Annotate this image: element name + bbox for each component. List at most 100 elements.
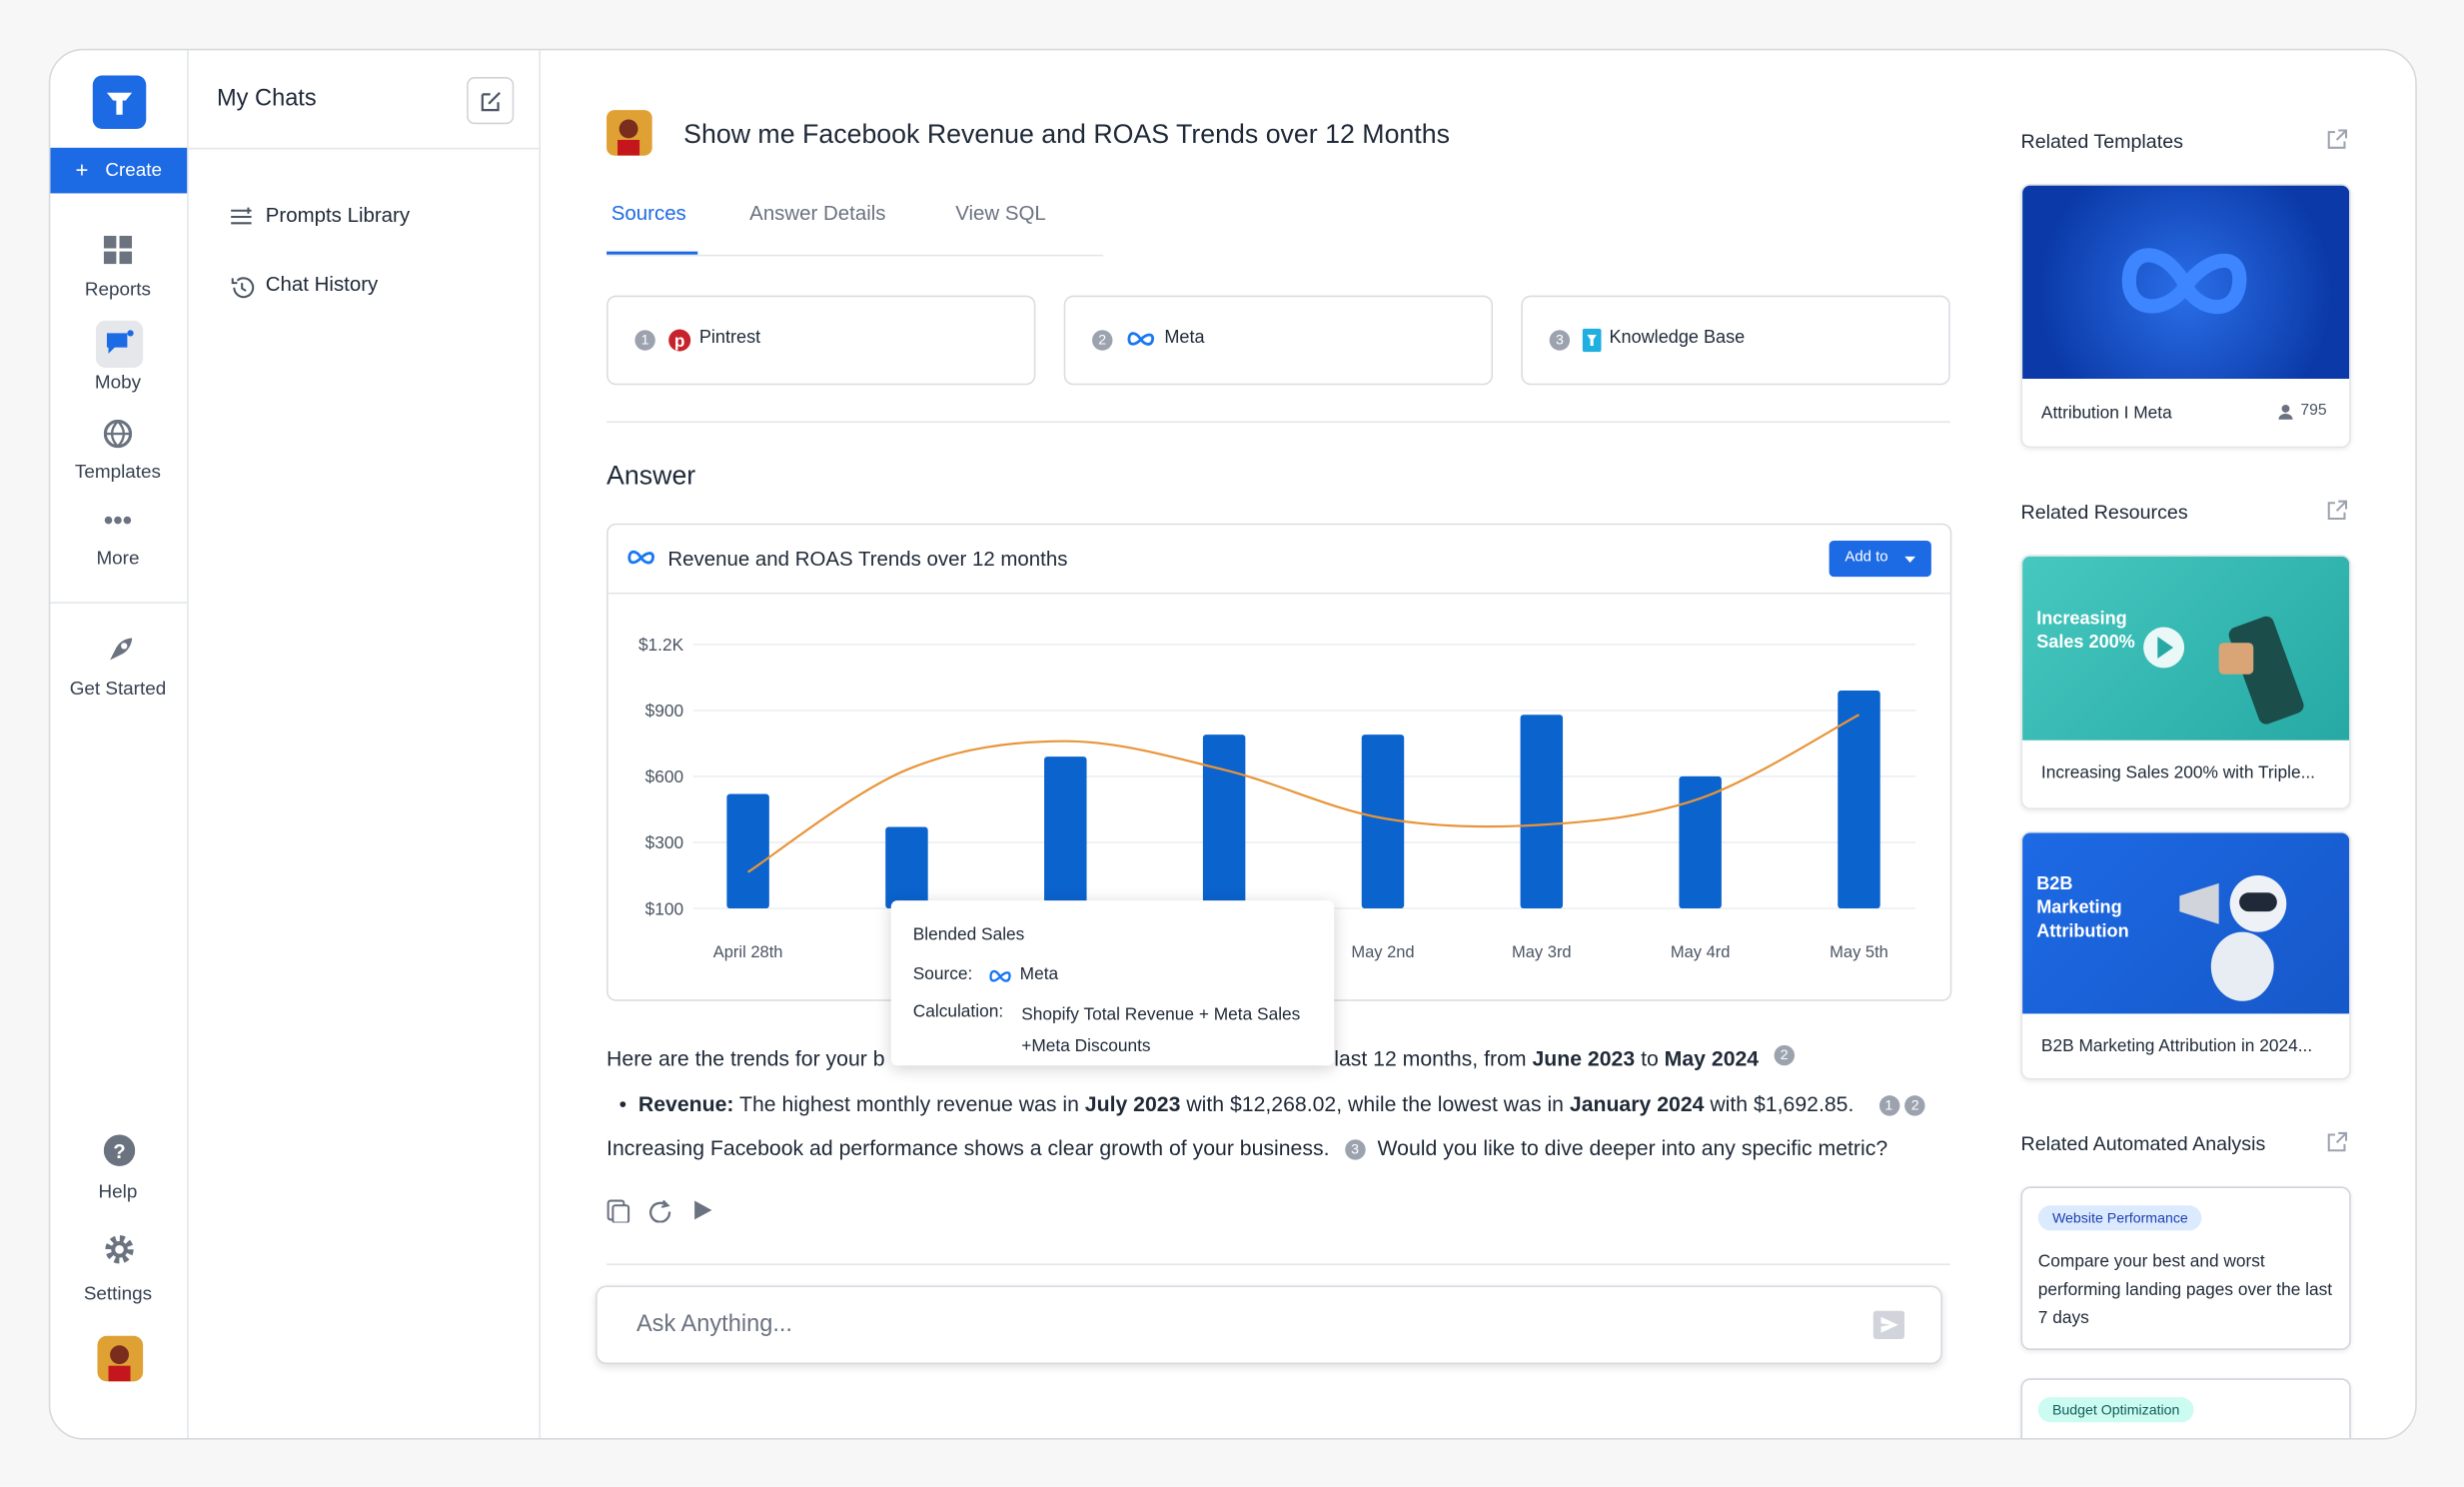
template-count: 795 <box>2300 402 2327 420</box>
prompts-library-link[interactable]: Prompts Library <box>265 202 411 227</box>
citation[interactable]: 2 <box>1774 1044 1795 1066</box>
analysis-tag: Budget Optimization <box>2037 1397 2194 1423</box>
analysis-card[interactable]: Budget Optimization <box>2020 1378 2351 1439</box>
templates-icon <box>103 419 133 449</box>
template-title: Attribution I Meta <box>2040 404 2172 424</box>
source-number: 1 <box>634 330 655 351</box>
answer-line: last 12 months, from June 2023 to May 20… <box>1334 1044 1795 1071</box>
answer-text: July 2023 <box>1084 1092 1181 1116</box>
resource-title: Increasing Sales 200% with Triple... <box>2040 763 2316 783</box>
citation[interactable]: 1 <box>1878 1095 1899 1116</box>
template-image <box>2022 185 2350 380</box>
answer-text: Would you like to dive deeper into any s… <box>1377 1136 1888 1160</box>
send-button[interactable] <box>1872 1310 1905 1339</box>
meta-icon <box>627 550 654 565</box>
input-placeholder: Ask Anything... <box>635 1310 793 1338</box>
divider <box>188 147 540 150</box>
nav-moby[interactable]: Moby <box>94 371 142 394</box>
svg-text:?: ? <box>113 1140 125 1163</box>
open-icon[interactable] <box>2326 500 2348 522</box>
y-tick-label: $100 <box>645 898 683 918</box>
open-icon[interactable] <box>2326 129 2348 151</box>
nav-templates[interactable]: Templates <box>74 460 161 483</box>
divider <box>607 1263 1950 1266</box>
bar <box>1044 756 1087 909</box>
nav-help[interactable]: Help <box>98 1180 138 1203</box>
answer-text: last 12 months, from <box>1334 1046 1533 1071</box>
source-label: Knowledge Base <box>1609 328 1746 348</box>
citation[interactable]: 3 <box>1344 1139 1366 1160</box>
resource-card[interactable]: B2B Marketing Attribution B2B Marketing … <box>2020 830 2351 1080</box>
tooltip-value: +Meta Discounts <box>1021 1036 1151 1056</box>
tab-sources[interactable]: Sources <box>611 201 686 225</box>
source-number: 3 <box>1549 330 1571 351</box>
source-label: Pintrest <box>698 328 761 348</box>
question-title: Show me Facebook Revenue and ROAS Trends… <box>683 119 1450 150</box>
prompts-icon <box>231 207 252 225</box>
pinterest-icon: p <box>668 329 691 352</box>
chat-history-link[interactable]: Chat History <box>265 272 379 296</box>
resource-card[interactable]: Increasing Sales 200% Increasing Sales 2… <box>2020 555 2351 809</box>
bar <box>885 826 928 909</box>
source-card[interactable]: 2 Meta <box>1063 295 1494 386</box>
answer-text: The highest monthly revenue was in <box>739 1092 1085 1116</box>
open-icon[interactable] <box>2326 1131 2348 1153</box>
image-text: B2B Marketing Attribution <box>2036 874 2129 942</box>
rocket-icon <box>110 638 133 661</box>
resource-title: B2B Marketing Attribution in 2024... <box>2040 1036 2313 1056</box>
section-heading: Related Automated Analysis <box>2020 1132 2266 1155</box>
answer-text: with $1,692.85. <box>1704 1092 1854 1116</box>
template-card[interactable]: Attribution I Meta 795 <box>2020 184 2351 449</box>
nav-more[interactable]: More <box>96 547 140 570</box>
add-to-button[interactable]: Add to <box>1829 541 1931 578</box>
app: + Create Reports Moby Templates More Get… <box>50 50 2415 1439</box>
moby-icon[interactable] <box>95 320 144 369</box>
citation[interactable]: 2 <box>1904 1095 1925 1116</box>
bar <box>1520 715 1564 909</box>
new-chat-button[interactable] <box>467 77 515 125</box>
logo[interactable] <box>92 75 147 129</box>
tooltip-title: Blended Sales <box>912 925 1025 945</box>
x-tick-label: May 5th <box>1830 943 1888 961</box>
answer-text: June 2023 <box>1532 1046 1636 1071</box>
section-heading: Related Templates <box>2020 130 2183 153</box>
bar <box>1202 735 1246 909</box>
answer-text: Increasing Facebook ad performance shows… <box>607 1136 1330 1160</box>
nav-get-started[interactable]: Get Started <box>69 677 167 700</box>
source-card[interactable]: 1 p Pintrest <box>607 295 1036 386</box>
add-to-label: Add to <box>1845 548 1888 567</box>
analysis-text: Compare your best and worst performing l… <box>2037 1252 2333 1328</box>
question-avatar <box>607 110 652 156</box>
tooltip-label: Source: <box>912 964 973 984</box>
answer-text: Revenue: <box>637 1092 734 1116</box>
analysis-tag: Website Performance <box>2037 1205 2202 1231</box>
image-text: Increasing Sales 200% <box>2036 610 2135 653</box>
chat-input[interactable]: Ask Anything... <box>596 1285 1942 1365</box>
resource-image <box>2022 832 2350 1014</box>
nav-settings[interactable]: Settings <box>83 1282 153 1305</box>
create-button[interactable]: + Create <box>50 147 188 194</box>
tab-answer-details[interactable]: Answer Details <box>749 201 886 225</box>
answer-actions[interactable] <box>607 1197 732 1223</box>
user-avatar[interactable] <box>97 1335 144 1382</box>
bar <box>1679 775 1722 909</box>
chats-panel: My Chats Prompts Library Chat History <box>188 50 542 1439</box>
tooltip: Blended Sales Source: Meta Calculation: … <box>890 900 1335 1066</box>
answer-line: • Revenue: The highest monthly revenue w… <box>619 1092 1925 1116</box>
answer-heading: Answer <box>607 460 696 491</box>
tab-view-sql[interactable]: View SQL <box>955 201 1046 225</box>
analysis-card[interactable]: Website Performance Compare your best an… <box>2020 1186 2351 1350</box>
answer-text: Here are the trends for your b <box>607 1046 885 1071</box>
tooltip-value: Meta <box>1019 964 1059 984</box>
answer-text: to <box>1635 1046 1665 1071</box>
answer-text: January 2024 <box>1569 1092 1705 1116</box>
nav-reports[interactable]: Reports <box>84 278 152 301</box>
tooltip-label: Calculation: <box>912 1002 1004 1022</box>
source-card[interactable]: 3 Knowledge Base <box>1521 295 1950 386</box>
reports-icon <box>103 235 133 265</box>
sidebar: + Create Reports Moby Templates More Get… <box>50 50 189 1439</box>
y-tick-label: $1.2K <box>638 635 684 655</box>
divider <box>608 592 1950 595</box>
answer-line: Increasing Facebook ad performance shows… <box>607 1136 1887 1160</box>
